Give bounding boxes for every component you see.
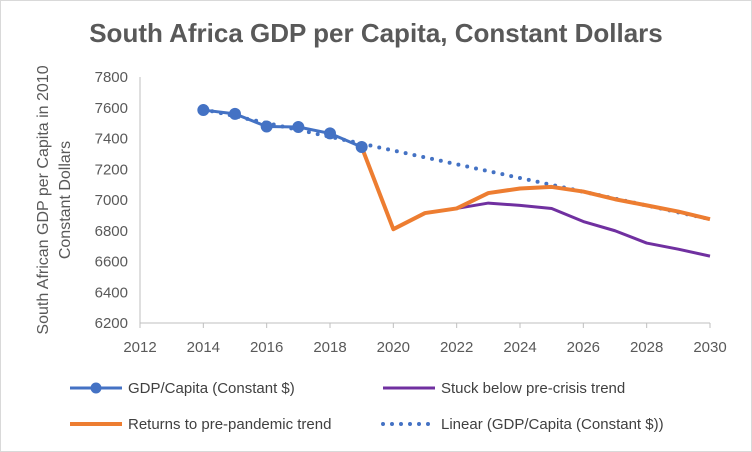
x-tick-label: 2028 <box>630 339 663 356</box>
data-point-marker <box>355 140 368 153</box>
x-tick-label: 2014 <box>187 339 220 356</box>
data-point-marker <box>197 104 210 117</box>
x-tick-label: 2020 <box>377 339 410 356</box>
y-tick-label: 7800 <box>95 69 128 86</box>
legend-item[interactable]: GDP/Capita (Constant $) <box>70 380 295 397</box>
y-tick-label: 6600 <box>95 254 128 271</box>
data-point-marker <box>229 107 241 120</box>
series-line-3 <box>359 146 711 232</box>
x-tick-label: 2024 <box>503 339 536 356</box>
legend-label: Linear (GDP/Capita (Constant $)) <box>441 416 664 433</box>
x-tick-label: 2030 <box>693 339 726 356</box>
x-tick-label: 2026 <box>567 339 600 356</box>
y-tick-label: 6800 <box>95 223 128 240</box>
y-tick-label: 7600 <box>95 100 128 117</box>
legend-item[interactable]: Returns to pre-pandemic trend <box>70 416 331 433</box>
y-axis-label-line: Constant Dollars <box>57 141 74 259</box>
legend[interactable]: GDP/Capita (Constant $) Stuck below pre-c… <box>70 380 664 433</box>
chart-title: South Africa GDP per Capita, Constant Do… <box>89 18 663 48</box>
y-axis-label: South African GDP per Capita in 2010 Cons… <box>35 65 74 334</box>
x-tick-label: 2016 <box>250 339 283 356</box>
data-point-marker <box>324 127 336 140</box>
y-tick-label: 7200 <box>95 161 128 178</box>
legend-marker <box>90 382 102 394</box>
x-tick-label: 2022 <box>440 339 473 356</box>
y-tick-label: 7000 <box>95 192 128 209</box>
axes <box>139 77 710 324</box>
legend-label: GDP/Capita (Constant $) <box>128 380 295 397</box>
series-layer <box>197 104 712 258</box>
y-tick-label: 6400 <box>95 284 128 301</box>
x-axis-ticks: 2012 2014 2016 2018 2020 2022 2024 2026 2028 2030 <box>123 323 727 356</box>
x-tick-label: 2012 <box>123 339 156 356</box>
y-axis-label-line: South African GDP per Capita in 2010 <box>35 65 52 334</box>
legend-label: Returns to pre-pandemic trend <box>128 416 331 433</box>
x-tick-label: 2018 <box>313 339 346 356</box>
y-tick-label: 6200 <box>95 315 128 332</box>
data-point-marker <box>260 120 273 133</box>
legend-item[interactable]: Stuck below pre-crisis trend <box>383 380 625 397</box>
series-line-1 <box>203 108 363 149</box>
legend-item[interactable]: Linear (GDP/Capita (Constant $)) <box>381 416 664 433</box>
legend-label: Stuck below pre-crisis trend <box>441 380 625 397</box>
y-axis-ticks: 6200 6400 6600 6800 7000 7200 7400 7600 7800 <box>95 69 128 332</box>
data-point-marker <box>292 120 305 133</box>
y-tick-label: 7400 <box>95 131 128 148</box>
